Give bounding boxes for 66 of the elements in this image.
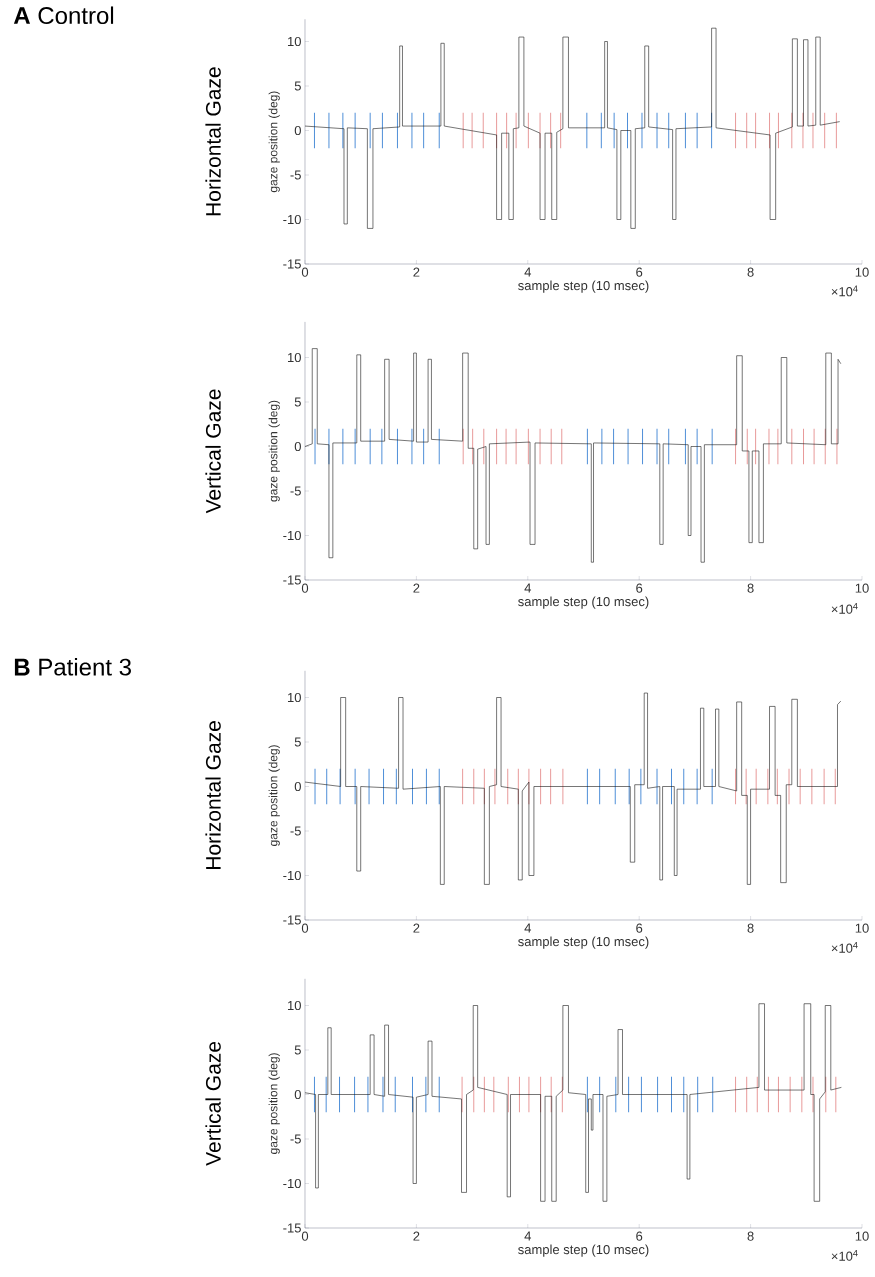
y-tick-label: 5: [294, 81, 301, 91]
y-tick-label: -15: [283, 259, 301, 269]
y-tick-label: 0: [294, 1089, 301, 1100]
y-tick-label: -10: [283, 870, 301, 881]
x-tick-label: 4: [524, 1231, 532, 1241]
x-tick-label: 10: [855, 1231, 869, 1241]
y-tick-label: 0: [294, 781, 301, 792]
y-tick-label: -15: [283, 915, 301, 925]
text: B Patient 3: [14, 657, 131, 676]
y-tick-label: 0: [294, 441, 301, 452]
y-tick-label: -5: [290, 1134, 301, 1144]
x-tick-label: 8: [747, 583, 754, 593]
y-tick-label: 10: [287, 692, 301, 703]
x-tick-label: 4: [524, 267, 532, 277]
x-tick-label: 0: [301, 583, 309, 593]
x-tick-label: 8: [747, 267, 754, 277]
y-tick-label: -10: [283, 1178, 301, 1189]
y-tick-label: -5: [290, 170, 301, 180]
y-axis-title: gaze position (deg): [268, 1053, 280, 1154]
x-tick-label: 0: [301, 267, 309, 277]
text: A Control: [13, 6, 114, 25]
x-tick-label: 10: [855, 267, 869, 277]
x-tick-label: 8: [747, 923, 754, 933]
y-tick-label: -15: [283, 575, 301, 585]
y-tick-label: -5: [290, 486, 301, 496]
y-tick-label: -5: [290, 826, 301, 836]
x-tick-label: 4: [524, 923, 532, 933]
x-tick-label: 2: [413, 923, 420, 933]
x-tick-label: 6: [636, 923, 643, 933]
x-tick-label: 6: [636, 267, 643, 277]
x-axis-title: sample step (10 msec): [518, 1244, 649, 1257]
text: Vertical Gaze: [205, 389, 221, 514]
y-tick-label: 10: [287, 352, 301, 363]
y-tick-label: 5: [294, 737, 301, 747]
text: Horizontal Gaze: [205, 67, 221, 216]
x-tick-label: 4: [524, 583, 532, 593]
x-tick-label: 2: [413, 1231, 420, 1241]
text: ×10$^{4}$: [831, 1250, 858, 1261]
y-tick-label: 5: [294, 1045, 301, 1055]
x-axis-title: sample step (10 msec): [518, 596, 649, 609]
y-tick-label: -15: [283, 1223, 301, 1233]
x-axis-title: sample step (10 msec): [518, 280, 649, 293]
y-tick-label: -10: [283, 214, 301, 225]
text: Horizontal Gaze: [205, 721, 221, 869]
text: ×10$^{4}$: [831, 942, 858, 953]
x-tick-label: 6: [636, 1231, 643, 1241]
y-axis-title: gaze position (deg): [268, 400, 280, 502]
x-tick-label: 8: [747, 1231, 754, 1241]
y-axis-title: gaze position (deg): [268, 745, 280, 846]
x-tick-label: 2: [413, 583, 420, 593]
x-tick-label: 0: [301, 1231, 309, 1241]
text: Vertical Gaze: [205, 1041, 221, 1166]
text: ×10$^{4}$: [831, 285, 858, 297]
x-tick-label: 10: [855, 583, 869, 593]
y-tick-label: 10: [287, 36, 301, 47]
x-tick-label: 10: [855, 923, 869, 933]
text: ×10$^{4}$: [831, 603, 858, 614]
y-tick-label: 10: [287, 1000, 301, 1011]
x-tick-label: 6: [636, 583, 643, 593]
y-tick-label: 5: [294, 397, 301, 407]
x-tick-label: 2: [413, 267, 420, 277]
y-tick-label: -10: [283, 530, 301, 541]
x-tick-label: 0: [301, 923, 309, 933]
x-axis-title: sample step (10 msec): [518, 936, 649, 949]
y-axis-title: gaze position (deg): [268, 91, 280, 193]
y-tick-label: 0: [294, 125, 301, 136]
